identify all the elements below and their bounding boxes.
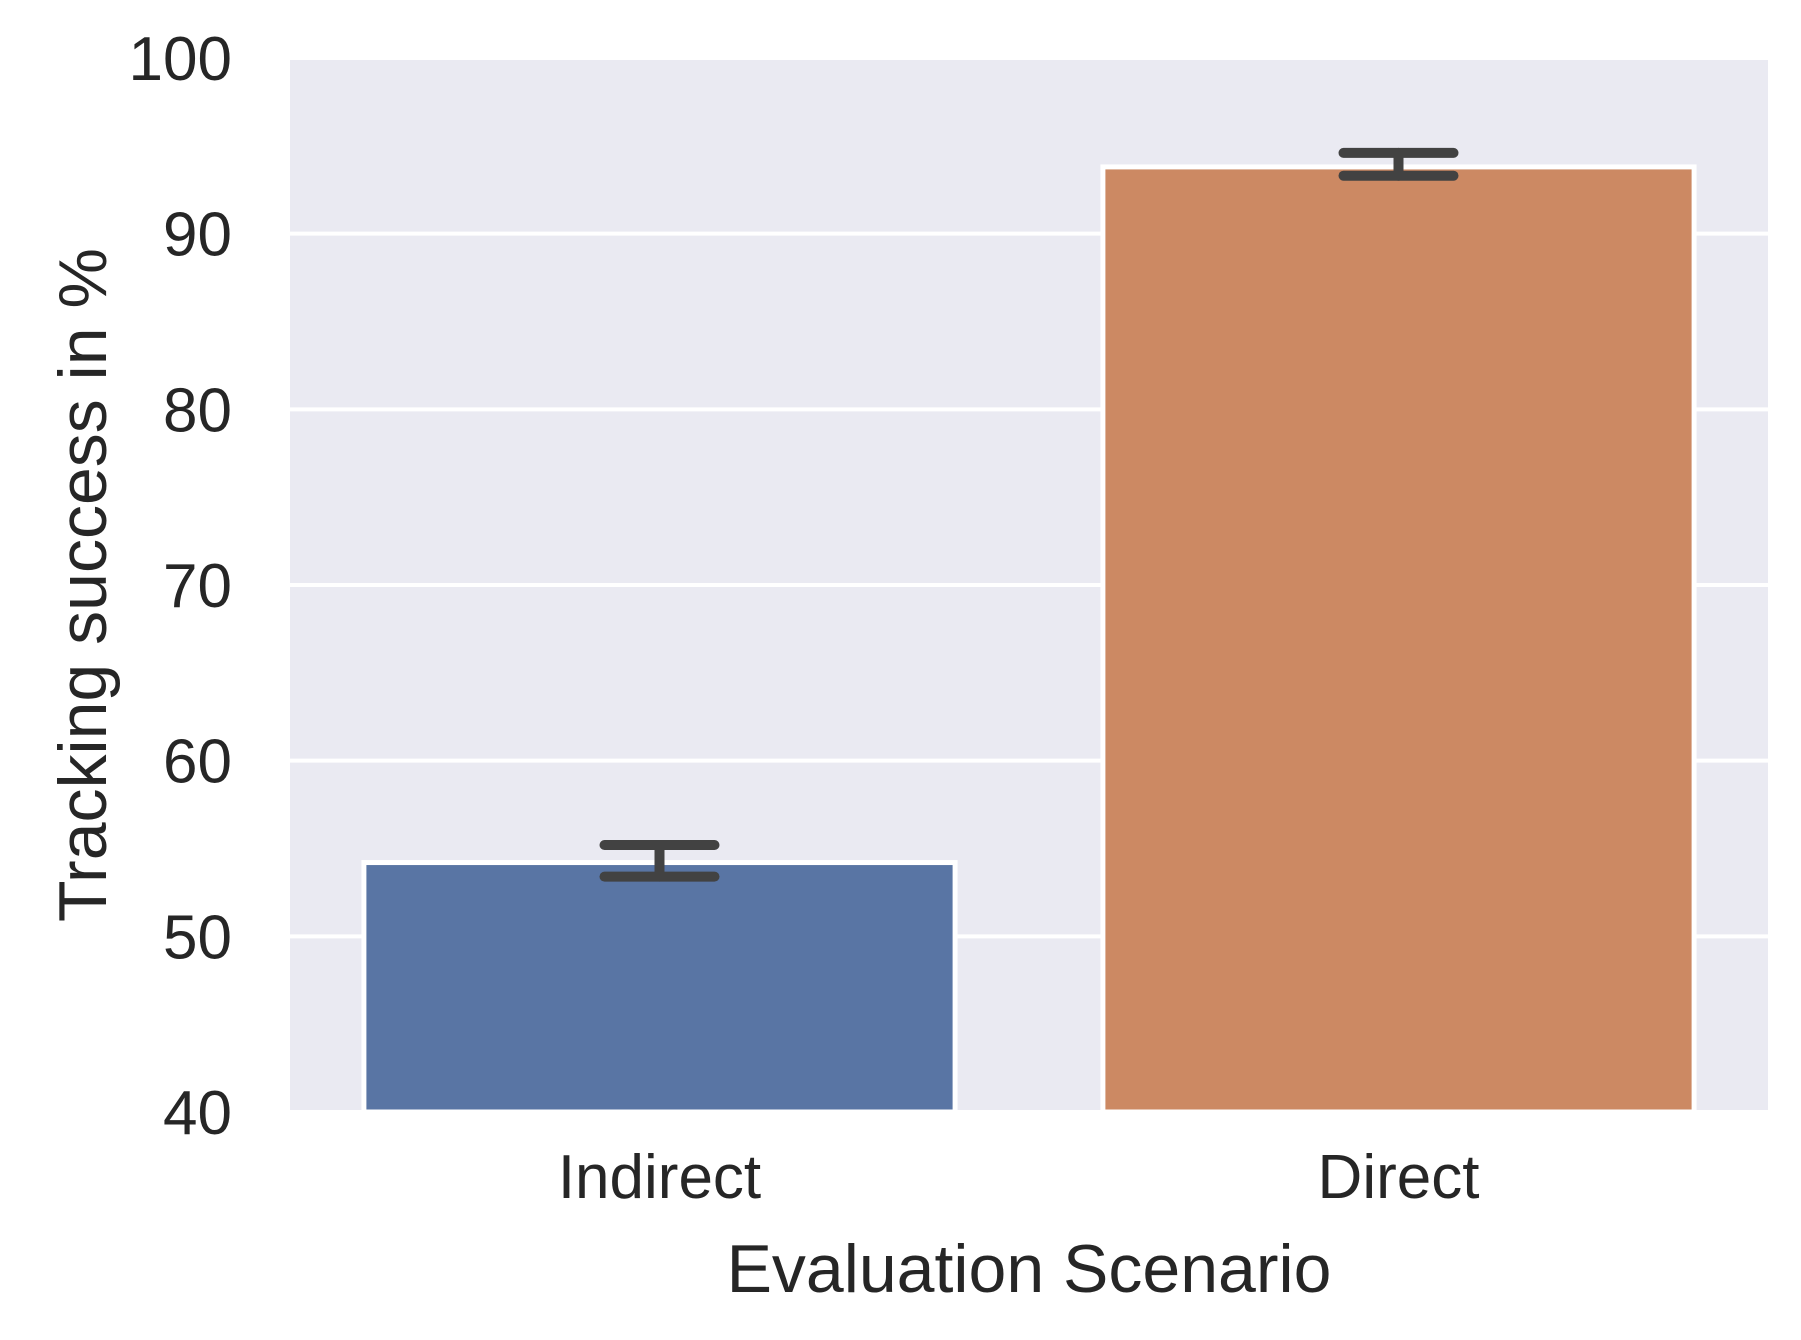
y-tick-label: 60 xyxy=(163,728,232,797)
y-tick-labels: 40 50 60 70 80 90 100 xyxy=(129,25,232,1148)
x-tick-label: Direct xyxy=(1318,1143,1480,1212)
bar-indirect xyxy=(361,860,958,1115)
y-tick-label: 80 xyxy=(163,376,232,445)
x-tick-labels: Indirect Direct xyxy=(558,1143,1480,1212)
y-axis-title: Tracking success in % xyxy=(45,248,121,922)
error-bars xyxy=(599,147,1459,882)
y-tick-label: 90 xyxy=(163,201,232,270)
x-axis-title: Evaluation Scenario xyxy=(727,1231,1332,1307)
y-tick-label: 70 xyxy=(163,552,232,621)
y-tick-label: 40 xyxy=(163,1079,232,1148)
y-tick-label: 50 xyxy=(163,903,232,972)
x-tick-label: Indirect xyxy=(558,1143,761,1212)
y-tick-label: 100 xyxy=(129,25,232,94)
bars xyxy=(361,164,1697,1115)
error-bar-direct xyxy=(1338,147,1459,181)
bar-direct xyxy=(1100,164,1697,1115)
error-bar-indirect xyxy=(599,839,720,882)
